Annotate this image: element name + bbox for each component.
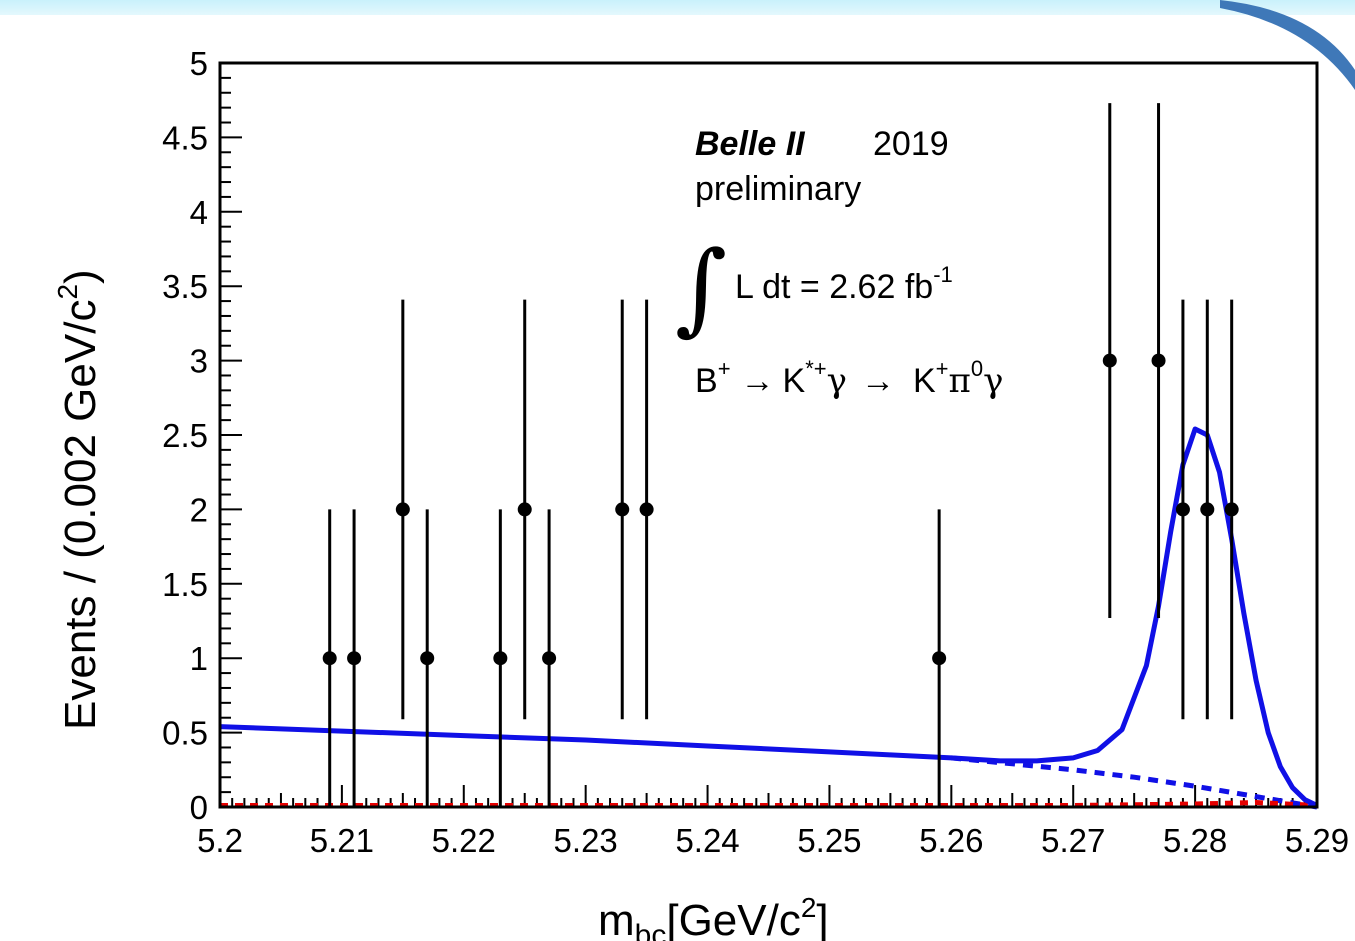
decay-b: B (695, 362, 718, 400)
y-tick-label: 0.5 (162, 715, 208, 752)
y-tick-label: 1.5 (162, 566, 208, 603)
arrow-1: → (741, 362, 775, 400)
y-axis-title: Events / (0.002 GeV/c2) (52, 269, 105, 730)
legend-status: preliminary (695, 170, 861, 208)
data-point (542, 651, 557, 666)
data-point (1200, 502, 1215, 517)
y-tick-labels: 0 0.5 1 1.5 2 2.5 3 3.5 4 4.5 5 (162, 45, 208, 826)
data-point (347, 651, 362, 666)
x-tick-label: 5.25 (797, 822, 861, 859)
gamma-1: γ (827, 361, 847, 401)
data-point (493, 651, 508, 666)
x-tick-label: 5.29 (1285, 822, 1349, 859)
arrow-2: → (861, 362, 895, 400)
y-tick-label: 4 (190, 194, 208, 231)
data-points (322, 103, 1239, 807)
legend-experiment: Belle II (695, 125, 806, 163)
x-tick-label: 5.22 (432, 822, 496, 859)
slide-header-band (0, 0, 1355, 15)
lumi-text: L dt = 2.62 fb (735, 268, 933, 306)
data-point (615, 502, 630, 517)
y-title-close: ) (56, 269, 105, 284)
decay-kstar: K (783, 362, 806, 400)
data-point (517, 502, 532, 517)
data-point (1224, 502, 1239, 517)
data-point (1151, 353, 1166, 368)
decay-pi: π (949, 361, 971, 401)
y-title-main: Events / (0.002 GeV/c (56, 300, 105, 730)
legend-year: 2019 (873, 125, 949, 163)
y-tick-label: 1 (190, 640, 208, 677)
x-tick-label: 5.28 (1163, 822, 1227, 859)
x-tick-label: 5.21 (310, 822, 374, 859)
data-point (932, 651, 947, 666)
y-tick-label: 2.5 (162, 417, 208, 454)
decay-chain: B+ → K*+γ → K+π0γ (695, 356, 1003, 401)
y-title-sup: 2 (52, 284, 83, 300)
corner-swoosh-decoration (1220, 0, 1355, 90)
data-point (395, 502, 410, 517)
x-tick-label: 5.27 (1041, 822, 1105, 859)
x-tick-label: 5.2 (197, 822, 243, 859)
plot-frame (218, 61, 1319, 809)
y-tick-label: 0 (190, 789, 208, 826)
decay-b-sup: + (718, 356, 731, 381)
data-point (420, 651, 435, 666)
x-axis-title: mbc[GeV/c2] (598, 892, 829, 941)
total-fit-curve (219, 426, 1319, 808)
decay-kstar-sup: *+ (805, 356, 826, 381)
data-point (322, 651, 337, 666)
y-tick-label: 3.5 (162, 268, 208, 305)
x-tick-labels: 5.2 5.21 5.22 5.23 5.24 5.25 5.26 5.27 5.28 5.29 (197, 822, 1349, 859)
decay-pi-sup: 0 (971, 356, 983, 381)
y-tick-label: 2 (190, 491, 208, 528)
data-point (639, 502, 654, 517)
y-tick-label: 5 (190, 45, 208, 82)
x-tick-label: 5.23 (554, 822, 618, 859)
x-title-unit: [GeV/c (666, 896, 801, 941)
gamma-2: γ (983, 361, 1003, 401)
y-tick-label: 4.5 (162, 119, 208, 156)
fit-curves (219, 426, 1319, 810)
lumi-label: L dt = 2.62 fb-1 (735, 262, 953, 306)
x-title-close: ] (816, 896, 828, 941)
x-tick-label: 5.24 (675, 822, 739, 859)
x-title-sub: bc (635, 919, 667, 941)
data-point (1175, 502, 1190, 517)
decay-k-sup: + (936, 356, 949, 381)
background-fit-curve (951, 755, 1318, 810)
y-tick-label: 3 (190, 343, 208, 380)
x-tick-label: 5.26 (919, 822, 983, 859)
lumi-sup: -1 (933, 262, 953, 287)
x-title-sup: 2 (801, 892, 817, 923)
integral-symbol: ∫ (675, 229, 727, 346)
x-title-main: m (598, 896, 635, 941)
decay-k: K (913, 362, 936, 400)
data-point (1102, 353, 1117, 368)
